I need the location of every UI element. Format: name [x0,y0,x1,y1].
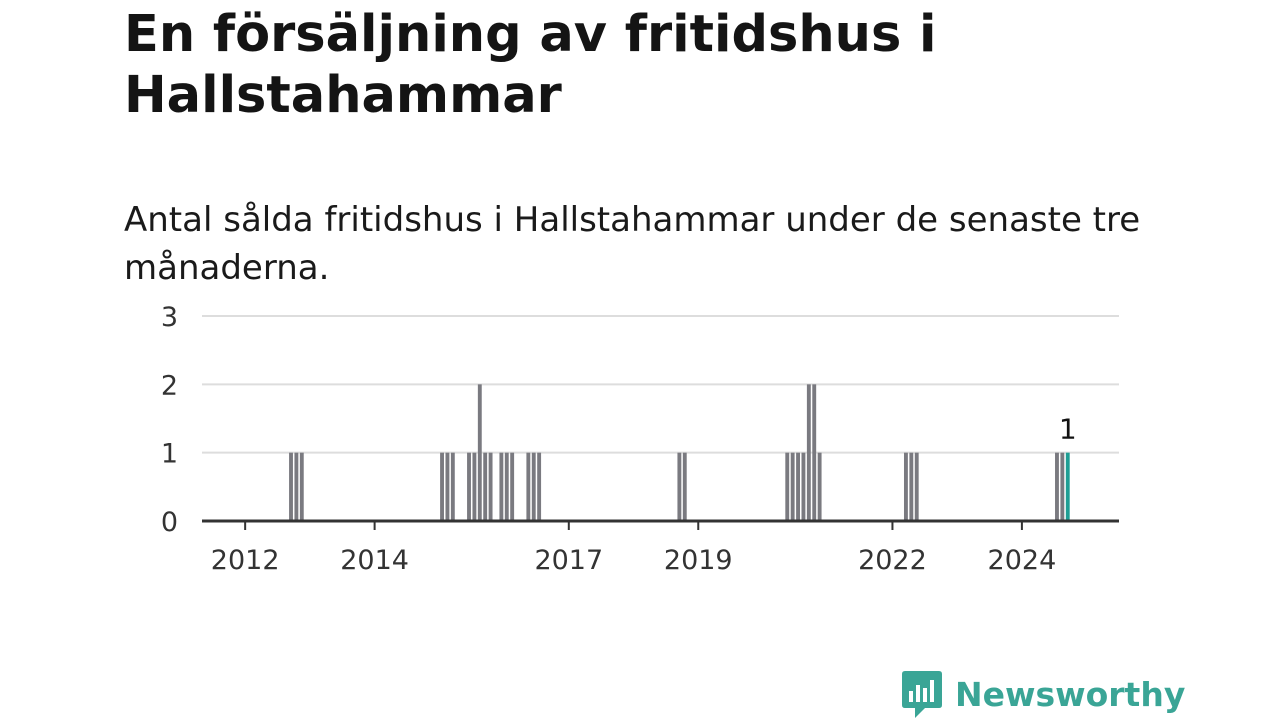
y-tick-label: 3 [161,302,178,333]
x-axis [202,519,1119,530]
x-tick-label: 2024 [988,545,1057,576]
bar [504,452,509,521]
bar [477,384,482,521]
bar [499,452,504,521]
chart-title: En försäljning av fritidshus i Hallstaha… [124,5,937,125]
bar [537,452,542,521]
x-tick-label: 2022 [858,545,927,576]
bar [785,452,790,521]
data-labels: 1 [1059,413,1077,446]
bar-chart: 0 1 2 3 2012 2014 2017 2019 2022 2024 1 [161,302,1119,576]
data-label: 1 [1059,413,1077,446]
x-tick-label: 2014 [340,545,409,576]
newsworthy-logo-icon [902,671,942,718]
bar [440,452,444,521]
grid-lines [202,315,1119,454]
bar [510,452,515,521]
bar [289,452,293,521]
bar [467,452,471,521]
bar-series [289,384,1070,521]
x-tick-label: 2012 [211,545,280,576]
bar [903,452,908,521]
bar [682,452,687,521]
bar [450,452,455,521]
bar [483,452,488,521]
bar-highlight [1065,452,1070,521]
bar [294,452,299,521]
x-tick-label: 2017 [534,545,603,576]
bar [677,452,682,521]
bar [817,452,822,521]
newsworthy-logo: Newsworthy [901,669,1185,719]
bar [445,452,450,521]
bar [790,452,795,521]
y-tick-label: 1 [161,439,178,470]
bar [812,384,817,521]
bar [488,452,493,521]
bar [526,452,531,521]
bar [796,452,800,521]
bar [1055,452,1059,521]
x-tick-label: 2019 [664,545,733,576]
bar [914,452,919,521]
bar [806,384,811,521]
bar [531,452,536,521]
bar [299,452,304,521]
y-axis-ticks: 0 1 2 3 [161,302,178,538]
y-tick-label: 0 [161,507,178,538]
bar [1060,452,1065,521]
bar [909,452,914,521]
chart-subtitle: Antal sålda fritidshus i Hallstahammar u… [124,200,1141,288]
bar [801,452,806,521]
y-tick-label: 2 [161,370,178,401]
brand-name: Newsworthy [955,674,1186,714]
x-axis-ticks: 2012 2014 2017 2019 2022 2024 [211,545,1056,576]
bar [472,452,477,521]
